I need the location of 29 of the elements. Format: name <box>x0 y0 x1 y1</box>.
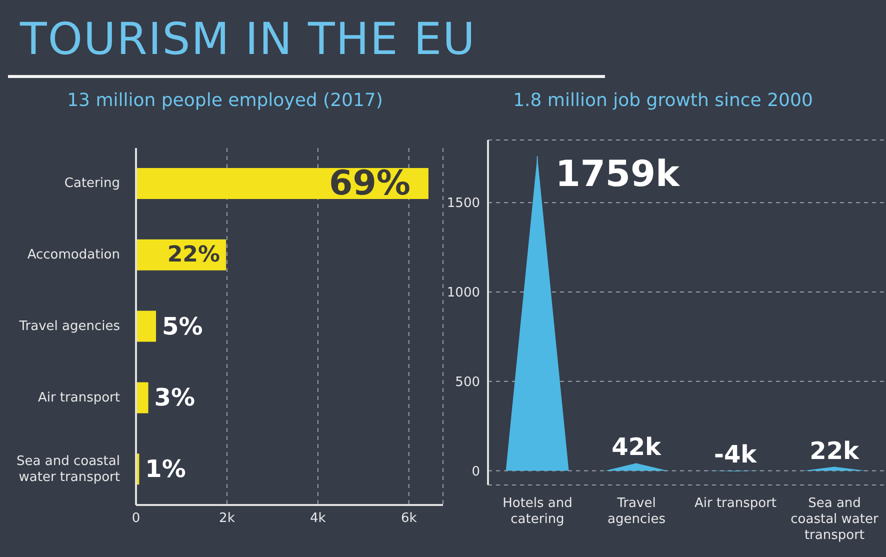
x-tick-label: Air transport <box>694 496 777 511</box>
annotation: 3% <box>154 384 196 412</box>
y-tick-label: Catering <box>64 176 120 192</box>
data-label: 22k <box>810 436 860 465</box>
x-tick-label: 4k <box>310 511 326 526</box>
y-tick-label: Travel agencies <box>18 319 120 334</box>
y-tick-label: 1500 <box>446 196 480 212</box>
data-label: 42k <box>612 433 662 462</box>
chart-title: TOURISM IN THE EU <box>20 14 476 65</box>
data-label: -4k <box>714 440 758 469</box>
data-label: 1759k <box>555 154 681 195</box>
y-tick-label: Sea and coastal water transport <box>16 454 120 485</box>
x-tick-label: Travel agencies <box>608 496 666 527</box>
chart-subtitle: 13 million people employed (2017) <box>66 90 384 111</box>
y-tick-label: 500 <box>455 374 480 390</box>
chart-title: 1.8 million job growth since 2000 <box>512 90 814 111</box>
annotation: 69% <box>329 163 410 204</box>
annotation: 1% <box>145 455 186 484</box>
annotation: 5% <box>162 312 203 340</box>
annotation: 22% <box>167 242 220 268</box>
x-tick-label: 2k <box>219 511 236 526</box>
x-tick-label: Hotels and catering <box>502 496 572 527</box>
y-tick-label: Accomodation <box>27 248 120 263</box>
x-tick-label: 6k <box>400 511 418 526</box>
x-tick-label: Sea and coastal water transport <box>790 496 879 543</box>
y-tick-label: 0 <box>472 464 480 480</box>
x-tick-label: 0 <box>132 511 140 526</box>
y-tick-label: Air transport <box>38 390 120 406</box>
y-tick-label: 1000 <box>446 286 480 301</box>
